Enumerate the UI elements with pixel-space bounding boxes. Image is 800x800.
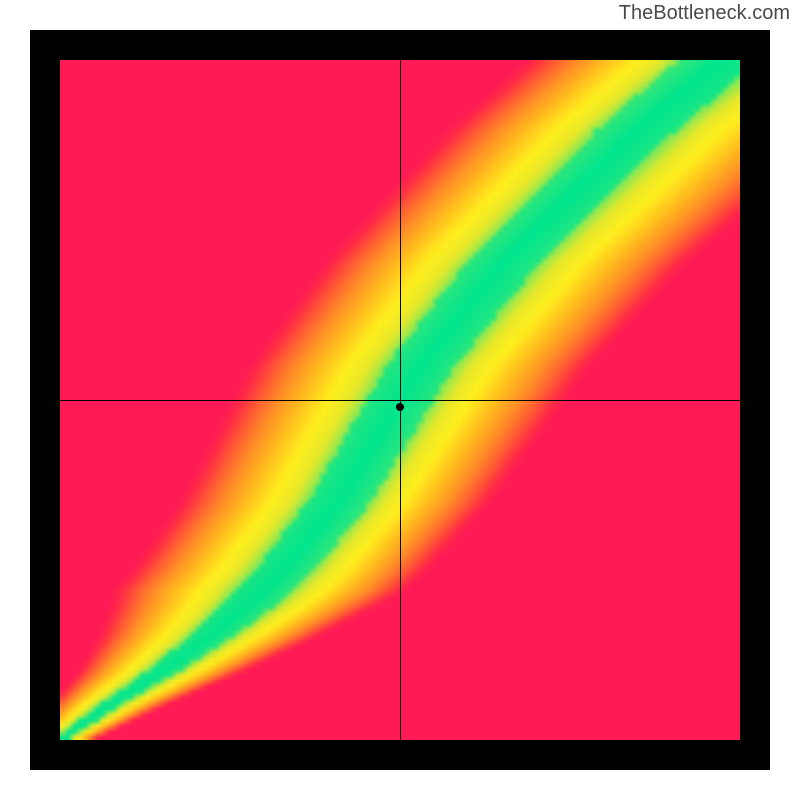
crosshair-horizontal <box>60 400 740 401</box>
marker-dot <box>396 403 404 411</box>
watermark-text: TheBottleneck.com <box>619 2 790 25</box>
plot-frame <box>30 30 770 770</box>
